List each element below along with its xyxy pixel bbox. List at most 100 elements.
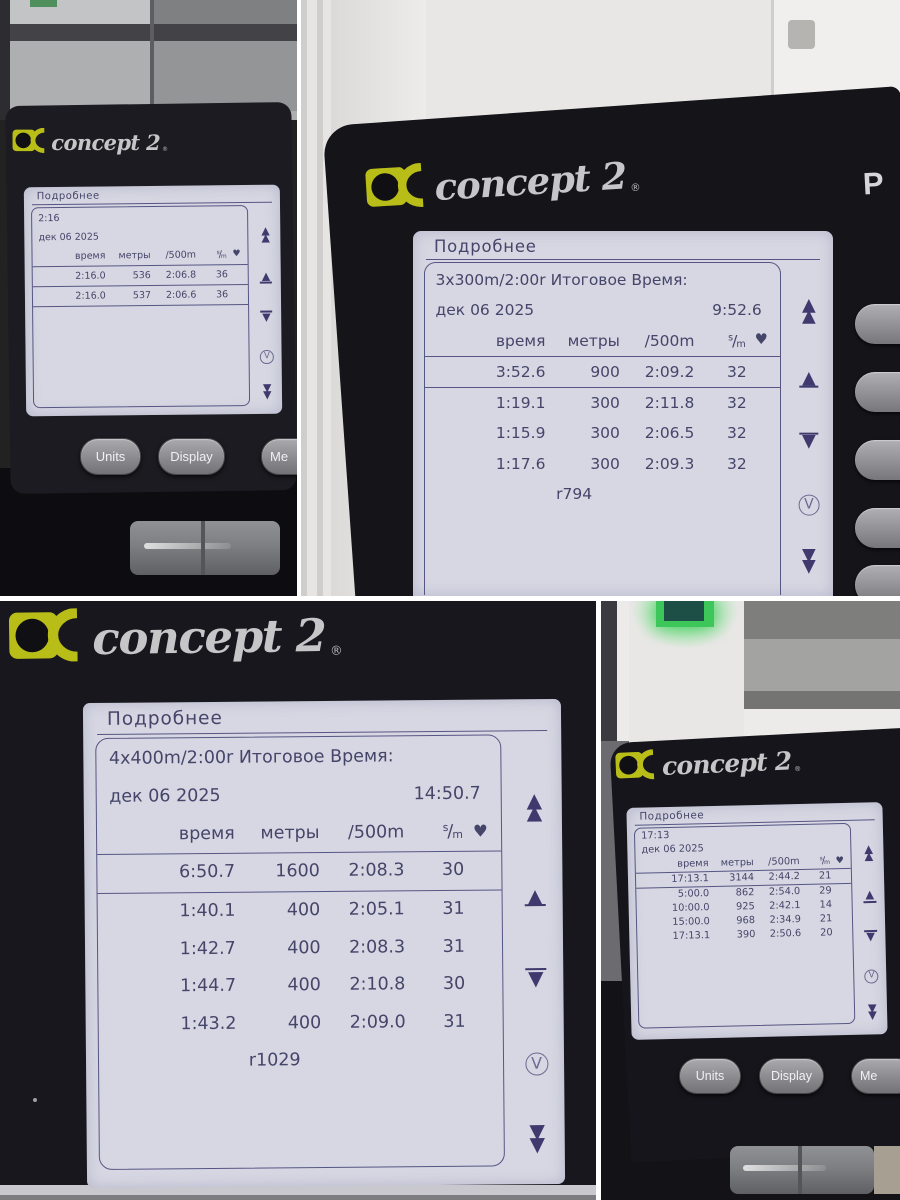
pm5-screen: Подробнее 2:16 дек 06 2025 время метры /…: [23, 184, 283, 417]
scroll-top-icon: ▲ ▲: [864, 842, 874, 863]
split-row: 2:16.0 537 2:06.6 36: [75, 288, 229, 302]
dark-edge: [0, 0, 10, 120]
screen-title: Подробнее: [31, 187, 273, 206]
registered-mark: ®: [629, 181, 642, 194]
pm5-model-label: P: [862, 165, 885, 202]
split-rows: 1:40.1 400 2:05.1 31 1:42.7 400 2:08.3 31 1:…: [98, 890, 503, 1044]
date-line: дек 06 2025 9:52.6: [425, 295, 780, 325]
registered-mark: ®: [794, 764, 802, 773]
side-button[interactable]: [855, 508, 900, 548]
col-pace: /500m: [767, 855, 800, 868]
concept2-logo: concept 2 ®: [614, 743, 801, 781]
dark-edge: [601, 601, 617, 751]
display-button[interactable]: Display: [759, 1058, 824, 1094]
column-headers: время метры /500m s/m ♥: [32, 245, 248, 266]
photo-pm5-bottom-right: concept 2 ® Подробнее 17:13 дек 06 2025 …: [601, 601, 900, 1200]
dust-speck: [33, 1098, 37, 1102]
split-row: 1:19.1 300 2:11.8 32: [495, 394, 747, 413]
equipment-top: [664, 601, 704, 621]
green-sign-sliver: [30, 0, 57, 7]
heart-icon: ♥: [472, 821, 488, 841]
scroll-indicator-strip: ▲ ▲ ▲ ▼ V ▼ ▼: [853, 809, 887, 1030]
brand-name: concept 2: [51, 129, 161, 155]
radiator-stripes: [301, 0, 331, 596]
scroll-indicator-strip: ▲ ▲ ▲ ▼ V ▼ ▼: [250, 192, 282, 410]
wall-panel: [154, 41, 297, 111]
circle-v-icon: V: [524, 1052, 549, 1076]
scroll-indicator-strip: ▲ ▲ ▲ ▼ V ▼ ▼: [785, 242, 833, 589]
col-spm: s/m: [442, 820, 463, 842]
split-rows: 2:16.0 537 2:06.6 36: [32, 284, 249, 307]
pm5-screen: Подробнее 17:13 дек 06 2025 время метры …: [626, 802, 888, 1040]
side-button[interactable]: [855, 372, 900, 412]
units-button[interactable]: Units: [679, 1058, 741, 1094]
menu-button[interactable]: Me: [851, 1058, 900, 1094]
split-row: 1:42.7 400 2:08.3 31: [179, 936, 466, 959]
col-meters: метры: [118, 249, 151, 262]
workout-date: дек 06 2025: [109, 785, 221, 807]
column-headers: время метры /500m s/m ♥: [97, 813, 501, 854]
concept2-logo: concept 2 ®: [8, 605, 343, 666]
concept2-logo: concept 2 ®: [12, 128, 168, 153]
col-spm: s/m: [819, 854, 831, 867]
display-button[interactable]: Display: [158, 438, 225, 475]
ceiling-band: [741, 639, 900, 691]
summary-row: 6:50.7 1600 2:08.3 30: [97, 850, 502, 894]
scroll-indicator-strip: ▲ ▲ ▲ ▼ V ▼ ▼: [506, 713, 565, 1174]
workout-detail-box: 4x400m/2:00r Итоговое Время: дек 06 2025…: [95, 734, 506, 1171]
bezel-bottom-shadow: [0, 1195, 596, 1200]
scroll-up-icon: ▲: [260, 269, 273, 285]
bezel-bottom-ledge: [0, 1185, 596, 1195]
workout-detail-box: 2:16 дек 06 2025 время метры /500m s/m ♥…: [30, 204, 251, 408]
circle-v-icon: V: [260, 350, 274, 364]
scroll-bottom-icon: ▼ ▼: [867, 1001, 877, 1022]
col-pace: /500m: [644, 331, 695, 350]
concept2-logo-icon: [365, 162, 424, 208]
col-spm: s/m: [728, 331, 746, 350]
scroll-down-icon: ▼: [524, 966, 547, 990]
side-button[interactable]: [855, 304, 900, 344]
menu-button[interactable]: Me: [261, 438, 297, 475]
workout-name: 3x300m/2:00r Итоговое Время:: [435, 271, 688, 290]
scroll-bottom-icon: ▼ ▼: [262, 381, 272, 401]
rest-meters: r1029: [248, 1050, 301, 1072]
split-row: 1:15.9 300 2:06.5 32: [495, 424, 747, 443]
col-pace: /500m: [165, 249, 197, 261]
wall-panel: [154, 0, 297, 25]
scroll-up-icon: ▲: [863, 888, 877, 904]
total-time: 9:52.6: [712, 301, 762, 320]
brand-name: concept 2: [433, 153, 628, 209]
door-hinge: [788, 20, 815, 49]
monitor-arm: [730, 1146, 874, 1194]
side-button[interactable]: [855, 440, 900, 480]
col-pace: /500m: [347, 821, 405, 843]
window-frame-edge: [150, 0, 154, 110]
scroll-down-icon: ▼: [864, 929, 877, 943]
col-time: время: [495, 331, 546, 350]
heart-icon: ♥: [754, 330, 768, 348]
date-line: дек 06 2025 14:50.7: [97, 775, 501, 816]
concept2-logo-icon: [615, 749, 655, 780]
scroll-up-icon: ▲: [799, 369, 819, 388]
col-meters: метры: [720, 856, 754, 869]
date-line: дек 06 2025: [32, 226, 248, 247]
photo-pm5-bottom-left: concept 2 ® Подробнее 4x400m/2:00r Итого…: [0, 601, 596, 1200]
workout-date: дек 06 2025: [435, 301, 535, 320]
monitor-arm: [130, 521, 280, 575]
door-frame: [771, 0, 900, 96]
split-rows: 1:19.1 300 2:11.8 32 1:15.9 300 2:06.5 32 1:…: [425, 388, 780, 479]
col-time: время: [178, 823, 235, 844]
scroll-down-icon: ▼: [260, 310, 273, 324]
circle-v-icon: V: [798, 495, 820, 516]
col-meters: метры: [567, 331, 620, 350]
split-rows: 5:00.0 862 2:54.0 29 10:00.0 925 2:42.1 14 1…: [636, 884, 853, 945]
split-row: 1:44.7 400 2:10.8 30: [180, 973, 466, 997]
total-time: 14:50.7: [413, 783, 481, 805]
scroll-top-icon: ▲ ▲: [261, 224, 270, 245]
brand-name: concept 2: [91, 608, 326, 666]
pm5-screen: Подробнее 4x400m/2:00r Итоговое Время: д…: [82, 698, 566, 1189]
side-button[interactable]: [855, 565, 900, 596]
photo-pm5-top-left: concept 2 ® Подробнее 2:16 дек 06 2025 в…: [0, 0, 297, 596]
units-button[interactable]: Units: [80, 438, 141, 475]
